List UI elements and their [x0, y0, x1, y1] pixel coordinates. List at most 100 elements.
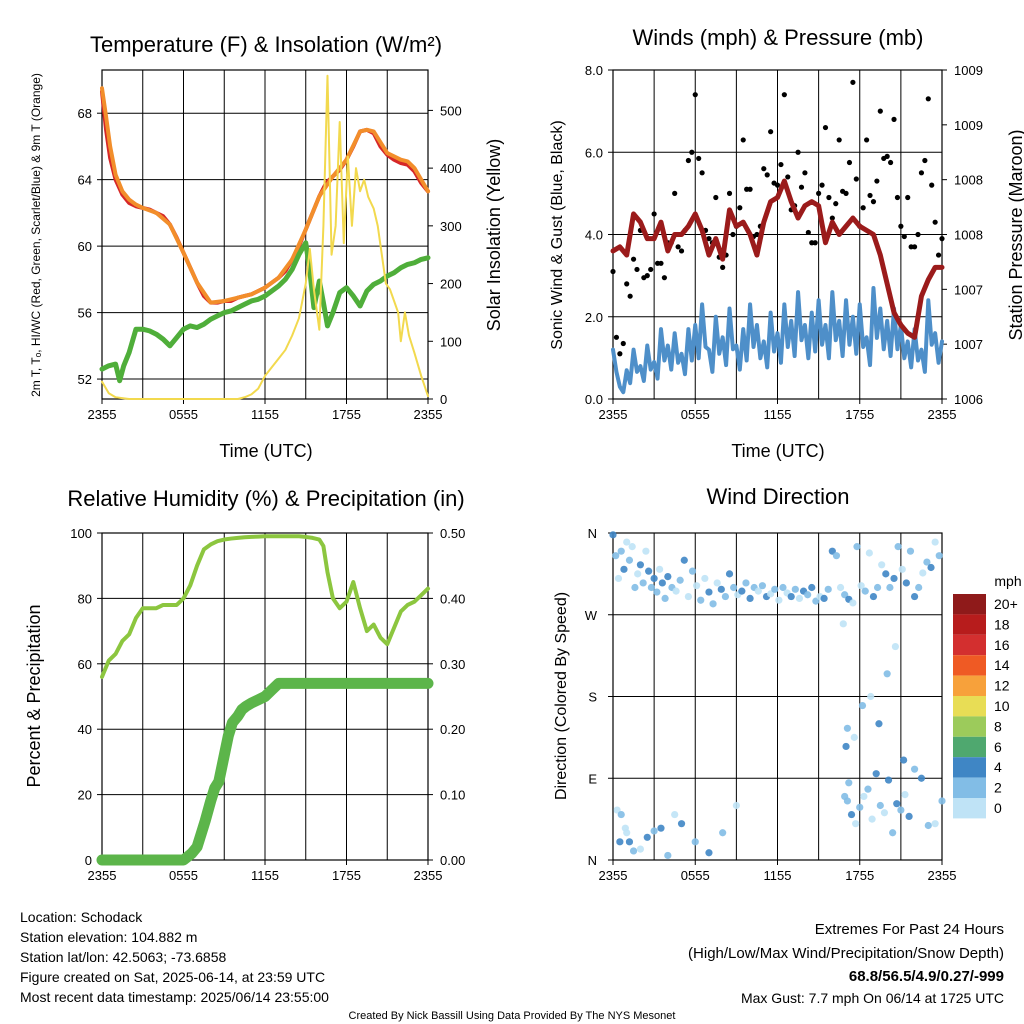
direction-point — [861, 587, 869, 595]
x-tick-label: 2355 — [88, 868, 117, 883]
legend-swatch — [953, 757, 986, 778]
legend-label: 0 — [994, 800, 1002, 816]
x-tick-label: 1755 — [332, 868, 361, 883]
direction-point — [657, 824, 665, 832]
direction-point — [867, 692, 875, 701]
direction-point — [636, 845, 645, 853]
direction-point — [658, 579, 666, 587]
max-gust: Max Gust: 7.7 mph On 06/14 at 1725 UTC — [741, 990, 1004, 1006]
gust-point — [894, 194, 901, 201]
gust-point — [696, 155, 702, 162]
gust-point — [939, 236, 945, 242]
footer-info-line: Most recent data timestamp: 2025/06/14 2… — [20, 989, 329, 1005]
x-tick-label: 1155 — [764, 407, 792, 422]
y-right-tick-label: 400 — [440, 161, 462, 176]
x-tick-label: 2355 — [599, 407, 628, 422]
direction-point — [886, 583, 894, 592]
x-tick-label: 2355 — [88, 407, 117, 422]
direction-point — [642, 547, 650, 555]
direction-point — [688, 567, 697, 575]
gust-point — [610, 268, 616, 275]
gust-point — [754, 231, 760, 238]
direction-point — [841, 792, 849, 801]
direction-point — [617, 547, 625, 555]
direction-point — [664, 851, 672, 860]
legend-title: mph — [994, 573, 1021, 589]
direction-point — [650, 827, 658, 835]
direction-point — [917, 774, 926, 782]
direction-point — [898, 565, 906, 573]
credit-line: Created By Nick Bassill Using Data Provi… — [349, 1010, 676, 1022]
gust-point — [692, 92, 698, 98]
y-tick-label: 6.0 — [585, 145, 603, 160]
direction-point — [938, 797, 946, 805]
direction-point — [795, 594, 804, 603]
direction-point — [906, 547, 915, 555]
direction-point — [824, 585, 832, 593]
direction-point — [671, 810, 679, 819]
gust-point — [860, 205, 866, 211]
y-tick-label: N — [588, 526, 597, 541]
gust-point — [802, 170, 808, 176]
panel-2: 2355 0555 1155 1755 2355 Winds (mph) & Pressu… — [549, 25, 1024, 461]
direction-point — [738, 587, 746, 595]
series-station-pressure — [610, 178, 945, 340]
direction-point — [882, 570, 890, 578]
gust-point — [706, 236, 712, 242]
y-right-tick-label: 1009 — [954, 118, 983, 133]
chart-title: Relative Humidity (%) & Precipitation (i… — [67, 486, 464, 511]
y-tick-label: 4.0 — [585, 228, 603, 243]
y-right-tick-label: 1007 — [954, 337, 983, 352]
series-relative-humidity — [100, 534, 430, 679]
gust-point — [624, 281, 630, 287]
direction-point — [860, 792, 868, 801]
footer-info-line: Location: Schodack — [20, 909, 143, 925]
direction-point — [643, 833, 651, 841]
direction-point — [902, 579, 910, 587]
direction-point — [872, 770, 880, 778]
gust-point — [816, 190, 822, 196]
direction-point — [612, 552, 620, 560]
direction-point — [901, 791, 909, 799]
gust-point — [726, 190, 733, 196]
direction-point — [787, 592, 795, 601]
direction-point — [650, 574, 658, 583]
legend-swatch — [953, 716, 986, 737]
direction-point — [864, 785, 872, 793]
direction-point — [779, 583, 787, 592]
direction-point — [746, 594, 754, 603]
gust-point — [915, 231, 921, 238]
y-right-tick-label: 300 — [440, 219, 462, 234]
x-tick-label: 1755 — [845, 868, 874, 883]
direction-point — [883, 670, 891, 678]
gust-point — [644, 273, 650, 279]
gust-point — [922, 157, 928, 164]
direction-point — [713, 579, 721, 587]
gust-point — [925, 96, 931, 102]
direction-point — [625, 838, 634, 846]
gust-point — [774, 182, 781, 188]
gust-point — [795, 149, 801, 155]
direction-point — [661, 594, 669, 603]
gust-point — [905, 194, 911, 201]
direction-point — [842, 742, 850, 751]
direction-point — [709, 600, 717, 608]
y-right-tick-label: 0.50 — [440, 526, 465, 541]
gust-point — [737, 205, 743, 211]
panel-4: 2355 0555 1155 1755 2355 Wind Direction N E S W N D… — [553, 484, 1022, 883]
gust-point — [699, 170, 705, 176]
legend-swatch — [953, 634, 986, 656]
direction-point — [653, 588, 661, 596]
chart-title: Winds (mph) & Pressure (mb) — [633, 25, 924, 50]
direction-point — [636, 561, 645, 569]
direction-point — [804, 591, 812, 599]
y-axis-label: 2m T, Tₒ, HI/WC (Red, Green, Scarlet/Blu… — [29, 73, 43, 397]
direction-point — [849, 599, 857, 607]
gust-point — [768, 129, 774, 135]
gust-point — [713, 194, 719, 201]
y-right-axis-label: Solar Insolation (Yellow) — [484, 139, 504, 331]
y-right-tick-label: 1008 — [954, 228, 983, 243]
direction-point — [705, 588, 713, 596]
extremes-values: 68.8/56.5/4.9/0.27/-999 — [849, 968, 1004, 985]
direction-point — [845, 779, 853, 787]
